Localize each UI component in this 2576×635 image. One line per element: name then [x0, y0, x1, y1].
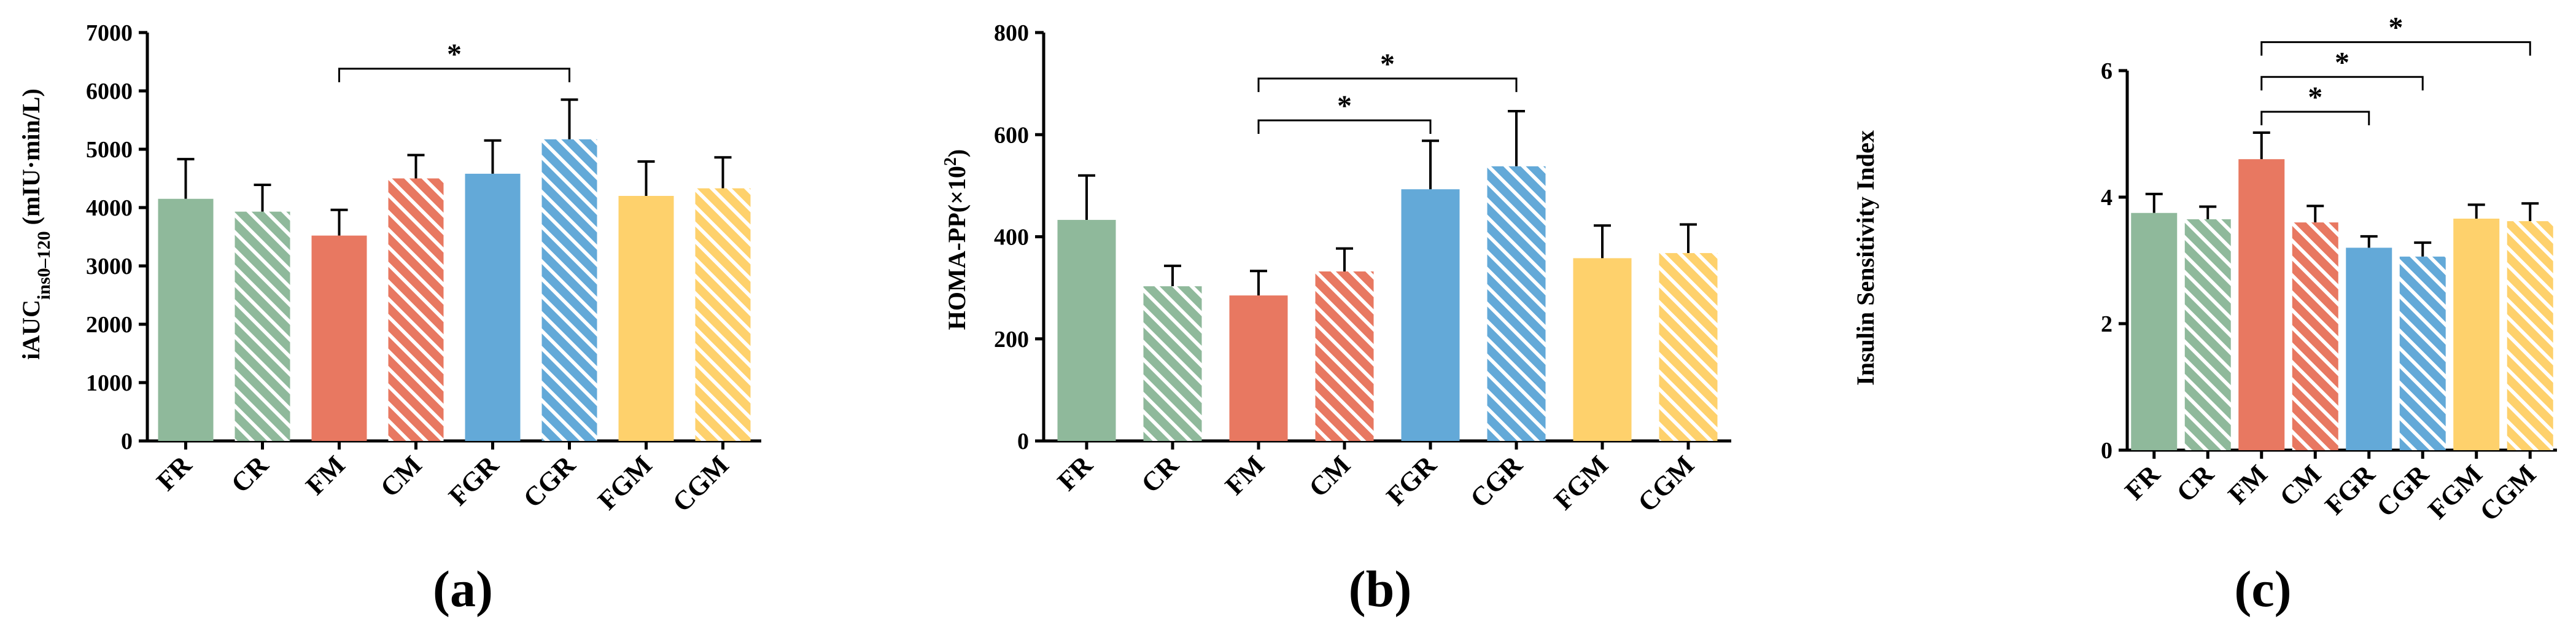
- bar-cgr: [2399, 256, 2446, 450]
- x-tick-label: FGM: [1548, 450, 1614, 515]
- x-tick-label: FGM: [2423, 459, 2488, 524]
- chart-panel-c: Insulin Sensitivity Index (c) 0 2 4 6 FR CR FM…: [1852, 12, 2557, 618]
- x-tick-label: FM: [2222, 459, 2273, 510]
- y-axis-title-main: HOMA-PP(×10: [943, 166, 971, 330]
- y-tick-label: 400: [994, 225, 1029, 251]
- y-axis-title-end: ): [943, 149, 971, 157]
- bar-cgr: [541, 139, 597, 441]
- y-axis-title-unit: (mIU·min/L): [17, 88, 45, 231]
- bar-cr: [2184, 219, 2231, 450]
- bar-fgr: [1401, 189, 1460, 441]
- bar-fgm: [618, 196, 674, 441]
- bar-fm: [2238, 159, 2285, 450]
- panel-label-c: (c): [2234, 561, 2291, 618]
- y-tick-label: 0: [121, 429, 133, 454]
- y-axis-title: iAUCins0–120 (mIU·min/L): [17, 88, 54, 360]
- x-tick-label: CGR: [1464, 450, 1529, 514]
- bar-fgm: [1573, 258, 1632, 441]
- y-tick-label: 2000: [86, 312, 133, 338]
- bar-cm: [2292, 222, 2338, 450]
- bar-fr: [1057, 220, 1116, 441]
- y-tick-label: 3000: [86, 254, 133, 279]
- y-tick-label: 800: [994, 20, 1029, 46]
- bar-fgr: [2346, 247, 2392, 450]
- bar-fr: [2131, 212, 2178, 450]
- bar-fgm: [2453, 219, 2500, 450]
- significance-star: *: [2308, 81, 2322, 114]
- y-tick-label: 4: [2101, 185, 2112, 211]
- y-tick-label: 0: [1017, 429, 1029, 454]
- x-tick-label: CM: [374, 450, 427, 502]
- x-tick-label: FR: [1052, 450, 1099, 497]
- x-tick-label: FR: [150, 450, 198, 497]
- bar-cgm: [1659, 253, 1718, 441]
- y-axis-title-subscript: ins0–120: [34, 231, 54, 300]
- y-tick-label: 600: [994, 122, 1029, 148]
- chart-panel-a: iAUCins0–120 (mIU·min/L) (a) 0 1000 2000 30…: [17, 20, 761, 618]
- x-tick-label: CGM: [1632, 450, 1700, 518]
- y-tick-label: 2: [2101, 311, 2112, 337]
- y-tick-label: 200: [994, 327, 1029, 353]
- x-tick-label: CR: [225, 450, 274, 499]
- y-tick-label: 6000: [86, 79, 133, 104]
- x-tick-label: CR: [1135, 450, 1184, 499]
- y-axis-title-main: iAUC: [17, 300, 45, 360]
- bar-cgr: [1487, 166, 1546, 441]
- y-tick-label: 5000: [86, 137, 133, 163]
- y-tick-label: 0: [2101, 438, 2112, 464]
- x-tick-label: FGR: [443, 450, 505, 512]
- x-tick-label: FGR: [1381, 450, 1443, 512]
- bar-cr: [1143, 286, 1202, 441]
- significance-star: *: [1337, 90, 1352, 122]
- x-tick-label: FR: [2119, 459, 2167, 506]
- significance-star: *: [1380, 48, 1395, 80]
- x-tick-label: CR: [2171, 459, 2220, 508]
- x-tick-label: FM: [1219, 450, 1270, 501]
- significance-star: *: [447, 38, 462, 71]
- y-tick-label: 7000: [86, 20, 133, 46]
- x-tick-label: CGM: [667, 450, 735, 518]
- y-tick-label: 6: [2101, 58, 2112, 84]
- bar-cm: [388, 178, 444, 441]
- y-tick-label: 1000: [86, 370, 133, 396]
- significance-bracket: [338, 68, 570, 82]
- y-axis-title: HOMA-PP(×102): [941, 149, 971, 330]
- bar-fm: [1229, 295, 1288, 441]
- x-tick-label: FGR: [2319, 459, 2381, 521]
- x-tick-label: FGM: [592, 450, 658, 515]
- bar-fr: [158, 198, 214, 441]
- significance-star: *: [2335, 46, 2349, 79]
- significance-bracket: [2260, 41, 2531, 56]
- y-tick-label: 4000: [86, 195, 133, 221]
- significance-star: *: [2389, 12, 2403, 44]
- significance-bracket: [2260, 111, 2370, 125]
- significance-bracket: [1257, 77, 1518, 92]
- panel-label-b: (b): [1349, 561, 1412, 618]
- bar-cgm: [2507, 221, 2553, 450]
- x-tick-label: CGR: [518, 450, 582, 514]
- bar-cm: [1315, 271, 1374, 441]
- chart-panel-b: HOMA-PP(×102) (b) 0 200 400 600 800 FR CR FM CM F…: [941, 20, 1731, 618]
- significance-bracket: [2260, 76, 2424, 91]
- bar-fm: [311, 235, 367, 441]
- bar-cgm: [695, 188, 751, 441]
- x-tick-label: CGR: [2371, 459, 2435, 523]
- panel-label-a: (a): [433, 561, 493, 618]
- x-tick-label: CGM: [2474, 459, 2542, 527]
- bar-cr: [235, 211, 290, 441]
- x-tick-label: CM: [1303, 450, 1356, 502]
- y-axis-title: Insulin Sensitivity Index: [1852, 130, 1879, 386]
- bar-fgr: [465, 173, 521, 441]
- x-tick-label: FM: [300, 450, 351, 501]
- x-tick-label: CM: [2274, 459, 2327, 512]
- significance-bracket: [1257, 119, 1432, 134]
- y-axis-title-superscript: 2: [941, 157, 960, 166]
